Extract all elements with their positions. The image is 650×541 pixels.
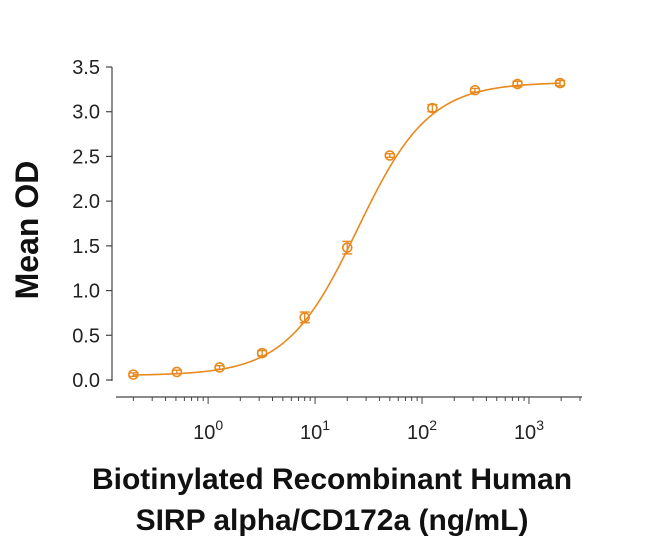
data-point — [299, 311, 311, 324]
x-tick-label: 103 — [514, 417, 544, 444]
point-marker — [256, 347, 268, 359]
point-marker — [384, 150, 396, 161]
data-point — [512, 78, 523, 90]
data-point — [128, 369, 139, 380]
data-point — [341, 240, 353, 255]
point-marker — [171, 366, 183, 378]
data-point — [256, 347, 268, 359]
y-tick-label: 1.5 — [72, 236, 100, 258]
data-point — [214, 362, 225, 373]
fit-curve — [133, 82, 561, 376]
point-marker — [469, 84, 481, 96]
data-point — [427, 102, 438, 114]
y-tick-label: 2.5 — [72, 146, 100, 168]
data-points — [128, 77, 566, 380]
data-point — [469, 84, 481, 96]
x-axis-ticks: 100 101 102 103 — [132, 397, 581, 444]
point-marker — [214, 362, 225, 373]
y-tick-label: 1.0 — [72, 281, 100, 303]
point-marker — [299, 312, 311, 323]
axes — [111, 67, 582, 398]
point-marker — [554, 77, 566, 89]
point-marker — [512, 78, 523, 90]
y-tick-label: 2.0 — [72, 191, 100, 213]
y-tick-label: 0.0 — [72, 370, 100, 392]
x-tick-label: 101 — [300, 417, 330, 444]
y-tick-label: 0.5 — [72, 325, 100, 347]
fit-curve-path — [133, 82, 561, 376]
x-tick-label: 102 — [407, 417, 437, 444]
x-tick-label: 100 — [193, 417, 223, 444]
data-point — [171, 366, 183, 378]
y-tick-label: 3.5 — [72, 57, 100, 79]
x-axis-title-line1: Biotinylated Recombinant Human — [92, 463, 572, 496]
y-axis-title: Mean OD — [9, 161, 45, 300]
point-marker — [427, 102, 438, 114]
x-axis-title-line2: SIRP alpha/CD172a (ng/mL) — [136, 504, 529, 537]
y-tick-label: 3.0 — [72, 102, 100, 124]
data-point — [384, 150, 396, 161]
y-axis-ticks: 0.0 0.5 1.0 1.5 2.0 2.5 3.0 3.5 — [72, 57, 112, 392]
point-marker — [128, 369, 139, 380]
data-point — [554, 77, 566, 89]
point-marker — [341, 242, 353, 253]
